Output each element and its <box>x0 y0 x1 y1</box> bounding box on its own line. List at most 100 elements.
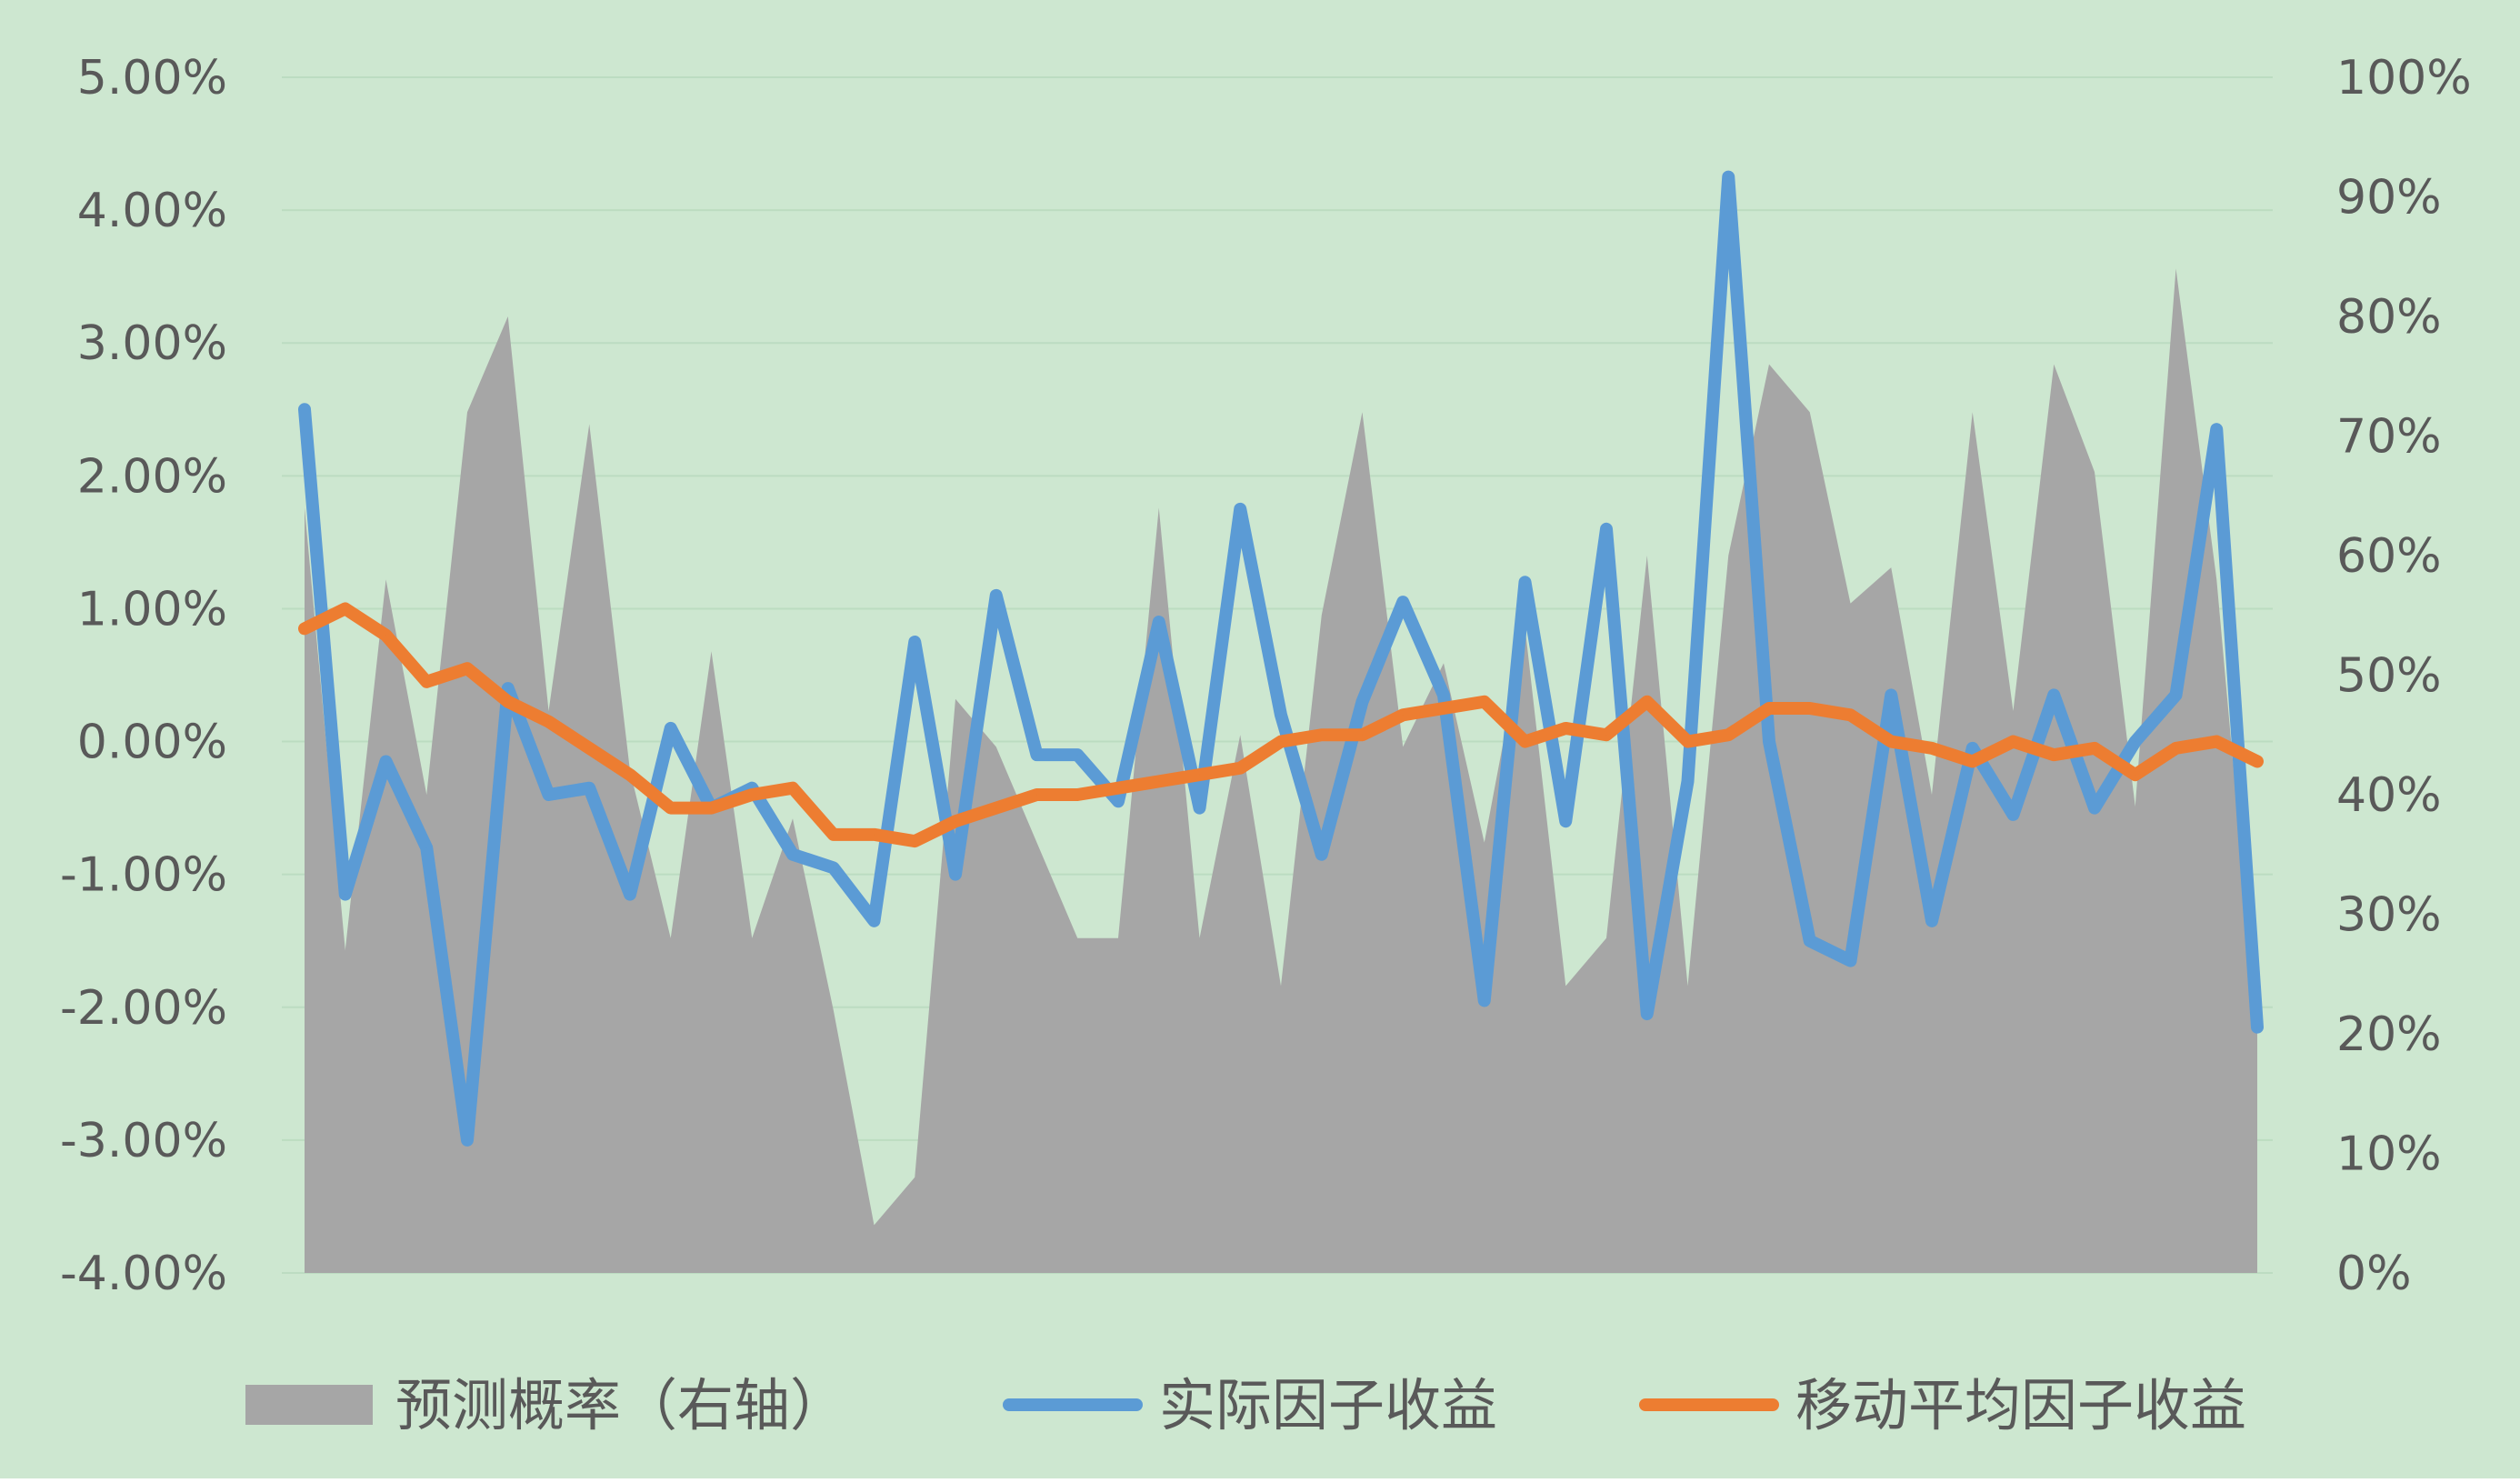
actual-factor-return-point <box>1443 694 1445 696</box>
moving-average-factor-return-point <box>2256 760 2258 762</box>
actual-factor-return-point <box>1117 800 1119 802</box>
moving-average-factor-return-point <box>1484 701 1485 703</box>
moving-average-factor-return-point <box>1809 707 1811 709</box>
actual-factor-return-point <box>1280 714 1282 716</box>
moving-average-factor-return-point <box>1036 794 1037 796</box>
legend-label-probability: 预测概率（右轴） <box>395 1372 846 1438</box>
moving-average-factor-return-point <box>1972 760 1974 762</box>
actual-factor-return-point <box>1768 741 1770 743</box>
moving-average-factor-return-point <box>2053 754 2055 756</box>
moving-average-factor-return-point <box>1158 780 1160 782</box>
actual-factor-return-point <box>751 787 753 789</box>
actual-factor-return-point <box>2215 428 2217 430</box>
moving-average-factor-return-point <box>833 834 835 836</box>
actual-factor-return-point <box>1036 754 1037 756</box>
moving-average-factor-return-point <box>1443 707 1445 709</box>
left-axis-ticks: 5.00% 4.00% 3.00% 2.00% 1.00% 0.00% -1.00% -2.0… <box>60 51 227 1301</box>
actual-factor-return-point <box>1687 780 1688 782</box>
legend: 预测概率（右轴） 实际因子收益 移动平均因子收益 <box>245 1372 2246 1438</box>
legend-label-actual: 实际因子收益 <box>1159 1372 1497 1438</box>
moving-average-factor-return-point <box>2013 741 2014 743</box>
right-axis-tick-label: 10% <box>2336 1127 2442 1182</box>
probability-area <box>305 268 2257 1273</box>
moving-average-factor-return-point <box>792 787 794 789</box>
right-axis-tick-label: 60% <box>2336 529 2442 584</box>
moving-average-factor-return-point <box>1931 747 1933 749</box>
actual-factor-return-point <box>1890 694 1892 696</box>
moving-average-factor-return-point <box>1402 714 1404 716</box>
left-axis-tick-label: -3.00% <box>60 1114 227 1168</box>
moving-average-factor-return-point <box>874 834 875 836</box>
moving-average-factor-return-point <box>1199 774 1200 776</box>
moving-average-factor-return-point <box>1565 727 1566 729</box>
right-axis-tick-label: 40% <box>2336 768 2442 823</box>
actual-factor-return-point <box>995 595 997 596</box>
actual-factor-return-point <box>955 874 956 876</box>
moving-average-factor-return-point <box>1239 767 1241 769</box>
moving-average-factor-return-point <box>548 721 549 723</box>
actual-factor-return-point <box>2053 694 2055 696</box>
moving-average-factor-return-point <box>711 807 712 809</box>
right-axis-tick-label: 30% <box>2336 888 2442 943</box>
actual-factor-return-point <box>1646 1013 1648 1015</box>
left-axis-tick-label: 3.00% <box>77 316 227 371</box>
actual-factor-return-point <box>1199 807 1200 809</box>
actual-factor-return-point <box>629 894 631 896</box>
actual-factor-return-point <box>1158 621 1160 623</box>
actual-factor-return-point <box>1809 940 1811 942</box>
actual-factor-return-point <box>1484 999 1485 1001</box>
moving-average-factor-return-point <box>2175 747 2176 749</box>
legend-swatch-probability <box>245 1385 373 1425</box>
actual-factor-return-point <box>1321 854 1323 856</box>
actual-factor-return-point <box>1727 176 1729 178</box>
left-axis-tick-label: 5.00% <box>77 51 227 105</box>
actual-factor-return-point <box>507 687 509 689</box>
moving-average-factor-return-point <box>751 794 753 796</box>
moving-average-factor-return-point <box>1362 734 1363 736</box>
moving-average-factor-return-point <box>588 747 590 749</box>
moving-average-factor-return-point <box>1850 714 1851 716</box>
actual-factor-return-point <box>1565 820 1566 822</box>
actual-factor-return-point <box>670 727 672 729</box>
actual-factor-return-point <box>425 847 427 848</box>
actual-factor-return-point <box>548 794 549 796</box>
left-axis-tick-label: 0.00% <box>77 716 227 770</box>
moving-average-factor-return-point <box>670 807 672 809</box>
actual-factor-return-point <box>385 760 386 762</box>
left-axis-tick-label: -2.00% <box>60 981 227 1036</box>
left-axis-tick-label: -4.00% <box>60 1247 227 1301</box>
moving-average-factor-return-point <box>2215 741 2217 743</box>
actual-factor-return-point <box>588 787 590 789</box>
moving-average-factor-return-point <box>1605 734 1607 736</box>
series-points-layer <box>304 176 2258 1141</box>
left-axis-tick-label: 2.00% <box>77 449 227 504</box>
moving-average-factor-return-point <box>1321 734 1323 736</box>
probability-area-layer <box>305 268 2257 1273</box>
moving-average-factor-return-point <box>955 820 956 822</box>
actual-factor-return-point <box>1076 754 1078 756</box>
right-axis-tick-label: 0% <box>2336 1247 2412 1301</box>
actual-factor-return-point <box>1402 601 1404 603</box>
moving-average-factor-return-point <box>425 681 427 683</box>
left-axis-tick-label: 4.00% <box>77 184 227 238</box>
actual-factor-return-point <box>874 920 875 922</box>
moving-average-factor-return-point <box>995 807 997 809</box>
actual-factor-return-point <box>1605 528 1607 530</box>
moving-average-factor-return-point <box>507 701 509 703</box>
moving-average-factor-return-point <box>1768 707 1770 709</box>
actual-factor-return-point <box>2013 814 2014 816</box>
left-axis-tick-label: -1.00% <box>60 848 227 903</box>
right-axis-tick-label: 50% <box>2336 649 2442 704</box>
moving-average-factor-return-point <box>1076 794 1078 796</box>
right-axis-tick-label: 100% <box>2336 51 2472 105</box>
actual-factor-return-point <box>1931 920 1933 922</box>
left-axis-tick-label: 1.00% <box>77 582 227 636</box>
actual-factor-return-point <box>1362 701 1363 703</box>
right-axis-tick-label: 90% <box>2336 171 2442 225</box>
actual-factor-return-point <box>792 854 794 856</box>
moving-average-factor-return-point <box>1890 741 1892 743</box>
right-axis-tick-label: 70% <box>2336 410 2442 465</box>
legend-label-moving-average: 移动平均因子收益 <box>1795 1372 2246 1438</box>
actual-factor-return-point <box>466 1139 468 1141</box>
